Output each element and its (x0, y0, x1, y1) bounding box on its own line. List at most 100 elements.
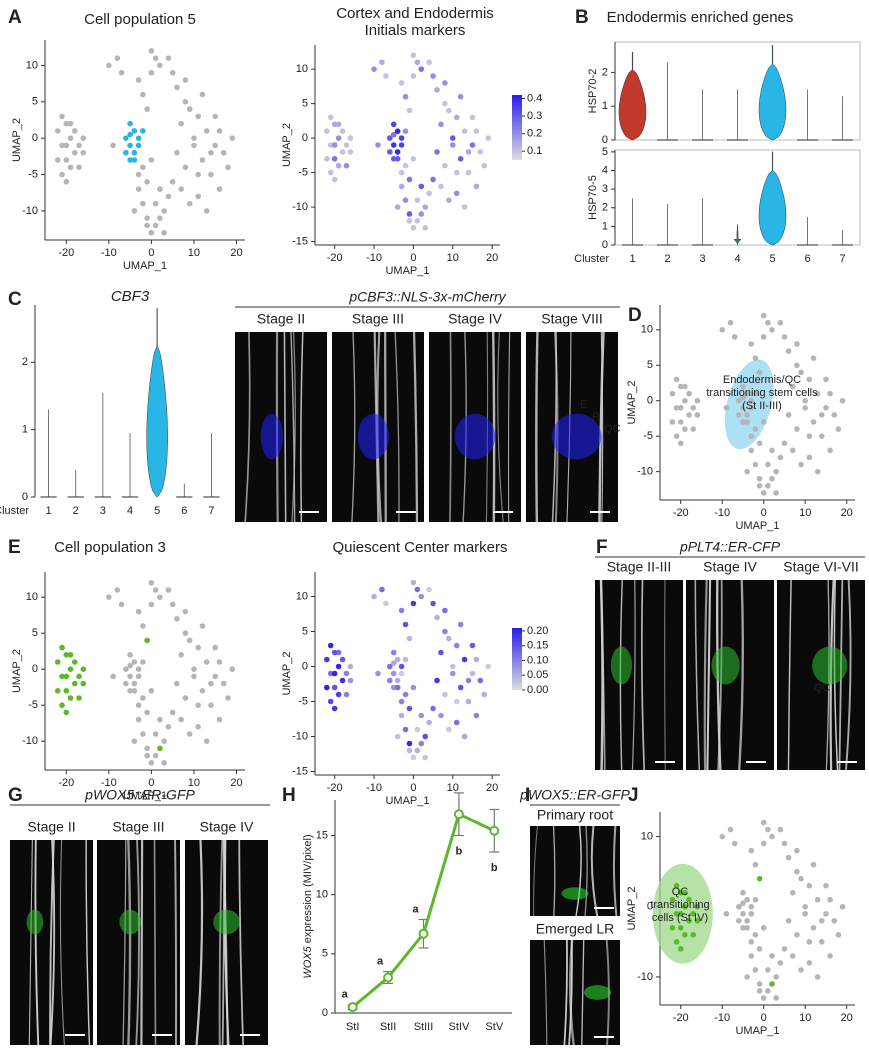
y-tick-label: 0 (647, 395, 653, 407)
data-point (178, 652, 184, 658)
data-point (80, 149, 87, 156)
fluorescence (454, 413, 496, 460)
data-point (744, 917, 750, 924)
data-point (806, 939, 813, 945)
colorbar-label: 0.00 (527, 684, 548, 696)
x-tick-label: 0 (148, 247, 154, 259)
data-point (127, 142, 133, 149)
cell-wall (238, 839, 245, 1046)
data-point (798, 369, 804, 376)
x-tick-label: 0 (410, 782, 416, 794)
data-point (54, 659, 61, 665)
data-point (216, 186, 223, 192)
x-tick-label: 0 (148, 777, 154, 789)
data-point (794, 426, 800, 432)
marker (383, 972, 394, 983)
fluorescence (551, 413, 602, 460)
data-point (80, 135, 87, 141)
data-point (756, 981, 763, 987)
data-point (339, 677, 346, 684)
data-point (673, 433, 680, 439)
data-point (748, 903, 755, 910)
data-point (418, 593, 425, 600)
fluorescence (812, 646, 848, 685)
data-point (446, 197, 452, 203)
data-point (59, 142, 65, 149)
data-point (195, 702, 201, 708)
cell-wall (641, 579, 646, 771)
y-axis-label: UMAP_2 (281, 651, 293, 695)
data-point (773, 995, 779, 1001)
data-point (174, 616, 180, 622)
data-point (798, 967, 804, 973)
y-tick-label: 10 (296, 63, 308, 75)
region (724, 359, 774, 450)
data-point (208, 680, 214, 687)
data-point (719, 327, 726, 333)
data-point (785, 854, 792, 861)
chart-title: Endodermis enriched genes (607, 9, 794, 26)
data-point (802, 397, 809, 404)
data-point (140, 659, 146, 665)
x-axis-label: UMAP_1 (123, 260, 167, 272)
data-point (457, 93, 464, 100)
data-point (148, 229, 155, 236)
data-point (59, 113, 65, 120)
data-point (195, 193, 201, 200)
data-point (485, 663, 491, 670)
data-point (682, 889, 688, 896)
micrograph (530, 826, 620, 916)
data-point (157, 745, 163, 752)
data-point (186, 637, 193, 644)
data-point (343, 691, 350, 698)
data-point (794, 362, 800, 369)
x-tick-label: -20 (327, 782, 343, 794)
data-point (114, 587, 121, 593)
data-point (839, 397, 846, 404)
stage-label: Stage II (27, 819, 75, 835)
data-point (748, 397, 755, 404)
data-point (669, 896, 676, 903)
data-point (199, 623, 206, 629)
data-point (426, 586, 432, 593)
data-point (390, 142, 397, 148)
y-tick-label: 1 (602, 100, 608, 112)
data-point (402, 197, 409, 203)
data-point (740, 383, 746, 390)
data-point (343, 142, 350, 148)
data-point (144, 637, 150, 644)
data-point (331, 176, 338, 183)
violin (758, 45, 787, 141)
data-point (174, 149, 180, 156)
data-point (677, 946, 684, 952)
data-point (135, 702, 142, 708)
data-point (839, 903, 846, 910)
cell-wall (581, 939, 585, 1046)
y-tick-label: 1 (602, 220, 608, 232)
y-tick-label: 5 (602, 146, 608, 158)
data-point (324, 684, 330, 691)
data-point (802, 903, 809, 910)
data-point (682, 903, 688, 910)
data-point (76, 164, 82, 171)
data-point (740, 394, 746, 400)
data-point (422, 754, 429, 761)
violin (758, 151, 787, 246)
data-point (63, 157, 70, 163)
cell-wall (222, 839, 229, 1046)
data-point (67, 666, 74, 672)
chart-title: Cell population 3 (54, 539, 166, 556)
data-point (127, 688, 133, 694)
data-point (182, 608, 189, 615)
data-point (422, 733, 429, 740)
data-point (203, 738, 210, 744)
x-tick-label: -20 (58, 247, 74, 259)
data-point (769, 327, 775, 333)
data-point (748, 953, 755, 959)
data-point (371, 66, 377, 72)
data-point (110, 142, 116, 149)
data-point (690, 405, 696, 411)
cell-wall (600, 579, 606, 771)
data-point (131, 149, 138, 156)
data-point (191, 142, 197, 149)
